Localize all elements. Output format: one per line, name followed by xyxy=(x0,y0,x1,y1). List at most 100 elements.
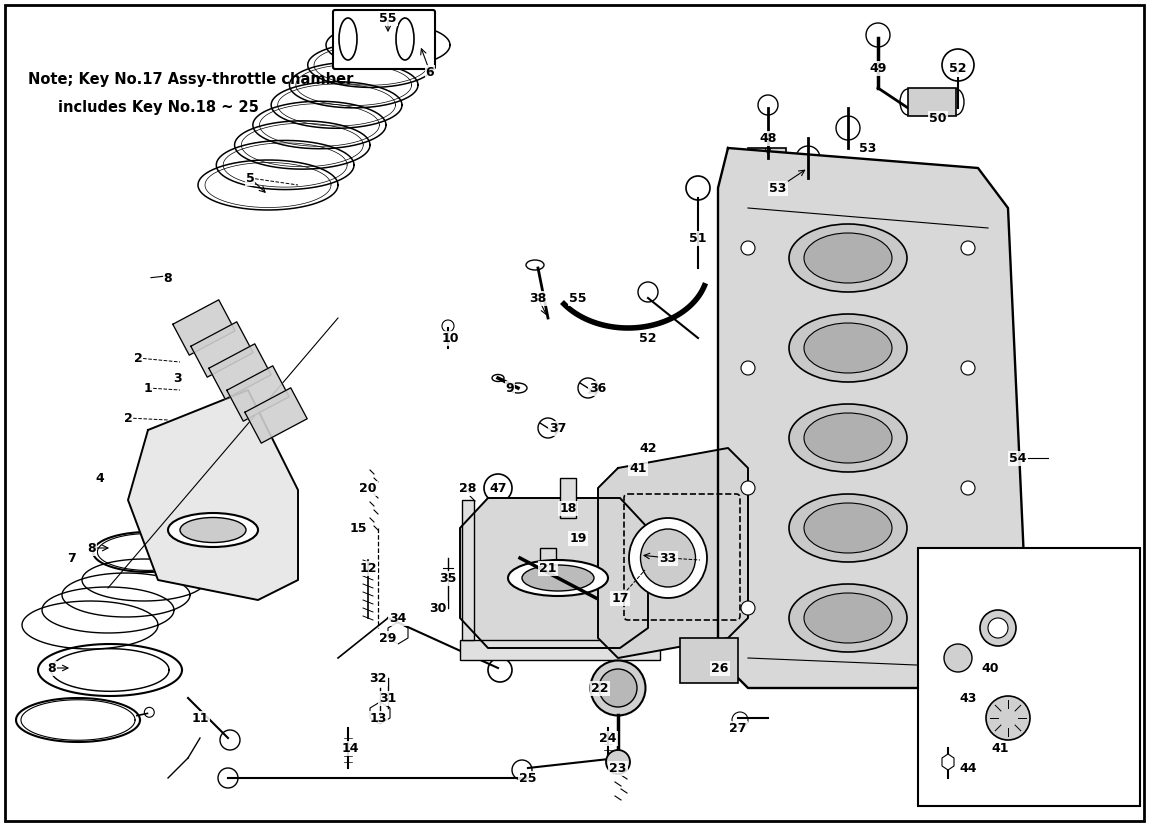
Text: includes Key No.18 ~ 25: includes Key No.18 ~ 25 xyxy=(57,100,259,115)
Text: 8: 8 xyxy=(87,542,97,554)
Text: 44: 44 xyxy=(959,762,977,775)
Circle shape xyxy=(207,540,216,549)
Circle shape xyxy=(540,578,556,594)
Ellipse shape xyxy=(804,323,892,373)
Bar xyxy=(540,548,556,588)
Ellipse shape xyxy=(492,374,504,382)
Text: 22: 22 xyxy=(592,681,609,695)
Text: 18: 18 xyxy=(560,501,577,515)
Text: 11: 11 xyxy=(191,711,209,724)
Circle shape xyxy=(961,241,976,255)
Text: 53: 53 xyxy=(770,182,787,194)
Text: 36: 36 xyxy=(589,382,607,395)
Circle shape xyxy=(484,474,512,502)
Text: 34: 34 xyxy=(390,611,407,624)
Circle shape xyxy=(686,176,710,200)
Ellipse shape xyxy=(948,89,964,115)
Ellipse shape xyxy=(509,383,527,393)
Polygon shape xyxy=(942,754,954,770)
Polygon shape xyxy=(209,344,271,399)
Text: 12: 12 xyxy=(360,562,377,575)
Text: 2: 2 xyxy=(133,352,142,364)
Ellipse shape xyxy=(640,529,695,587)
Circle shape xyxy=(836,116,859,140)
Text: 41: 41 xyxy=(992,742,1009,754)
Ellipse shape xyxy=(900,89,916,115)
Circle shape xyxy=(683,652,697,668)
Ellipse shape xyxy=(339,18,357,60)
Text: 17: 17 xyxy=(611,591,629,605)
Text: 1: 1 xyxy=(144,382,153,395)
Circle shape xyxy=(961,361,976,375)
Text: 9: 9 xyxy=(506,382,515,395)
Circle shape xyxy=(560,508,576,524)
Circle shape xyxy=(741,601,755,615)
Polygon shape xyxy=(128,390,298,600)
Ellipse shape xyxy=(789,224,907,292)
Circle shape xyxy=(538,418,558,438)
Circle shape xyxy=(986,696,1030,740)
Polygon shape xyxy=(370,702,390,724)
Circle shape xyxy=(732,712,748,728)
Text: 29: 29 xyxy=(379,632,396,644)
Text: 47: 47 xyxy=(489,482,507,495)
Text: 13: 13 xyxy=(369,711,387,724)
Text: 6: 6 xyxy=(425,65,434,78)
Bar xyxy=(918,548,1140,806)
Ellipse shape xyxy=(522,565,594,591)
Polygon shape xyxy=(597,448,748,658)
Circle shape xyxy=(218,768,238,788)
Text: 48: 48 xyxy=(759,131,777,145)
Circle shape xyxy=(488,658,512,682)
Circle shape xyxy=(944,644,972,672)
Ellipse shape xyxy=(599,669,637,707)
Text: 4: 4 xyxy=(95,472,105,485)
Text: 8: 8 xyxy=(48,662,56,675)
Text: 8: 8 xyxy=(163,272,172,284)
Text: 52: 52 xyxy=(639,331,657,344)
Text: 24: 24 xyxy=(600,732,617,744)
Ellipse shape xyxy=(591,661,646,715)
Text: 3: 3 xyxy=(173,372,183,384)
Circle shape xyxy=(758,95,778,115)
Ellipse shape xyxy=(629,518,707,598)
Polygon shape xyxy=(226,366,290,421)
Circle shape xyxy=(606,750,630,774)
Circle shape xyxy=(980,610,1016,646)
Ellipse shape xyxy=(804,593,892,643)
Bar xyxy=(460,640,660,660)
Circle shape xyxy=(741,481,755,495)
Text: 10: 10 xyxy=(441,331,458,344)
Text: 54: 54 xyxy=(1009,452,1027,464)
Text: 2: 2 xyxy=(124,411,132,425)
Text: 53: 53 xyxy=(859,141,877,154)
Circle shape xyxy=(442,320,454,332)
Ellipse shape xyxy=(396,18,414,60)
Text: Note; Key No.17 Assy-throttle chamber: Note; Key No.17 Assy-throttle chamber xyxy=(28,72,354,87)
Circle shape xyxy=(145,707,154,717)
Text: 20: 20 xyxy=(360,482,377,495)
Text: 55: 55 xyxy=(379,12,396,25)
Text: 40: 40 xyxy=(981,662,998,675)
Circle shape xyxy=(988,618,1008,638)
Text: 19: 19 xyxy=(569,531,587,544)
Bar xyxy=(680,638,738,683)
Circle shape xyxy=(512,760,532,780)
Polygon shape xyxy=(191,322,253,377)
Circle shape xyxy=(942,49,974,81)
Text: 50: 50 xyxy=(930,112,947,125)
Circle shape xyxy=(741,361,755,375)
Circle shape xyxy=(718,652,734,668)
Text: 7: 7 xyxy=(68,552,76,564)
Text: 38: 38 xyxy=(530,292,547,305)
Circle shape xyxy=(578,378,597,398)
Text: 49: 49 xyxy=(870,61,887,74)
Ellipse shape xyxy=(168,513,259,547)
Text: 33: 33 xyxy=(660,552,677,564)
Text: 21: 21 xyxy=(539,562,557,575)
Circle shape xyxy=(219,730,240,750)
Ellipse shape xyxy=(789,404,907,472)
Polygon shape xyxy=(718,148,1028,688)
Text: 27: 27 xyxy=(730,721,747,734)
Circle shape xyxy=(796,146,820,170)
